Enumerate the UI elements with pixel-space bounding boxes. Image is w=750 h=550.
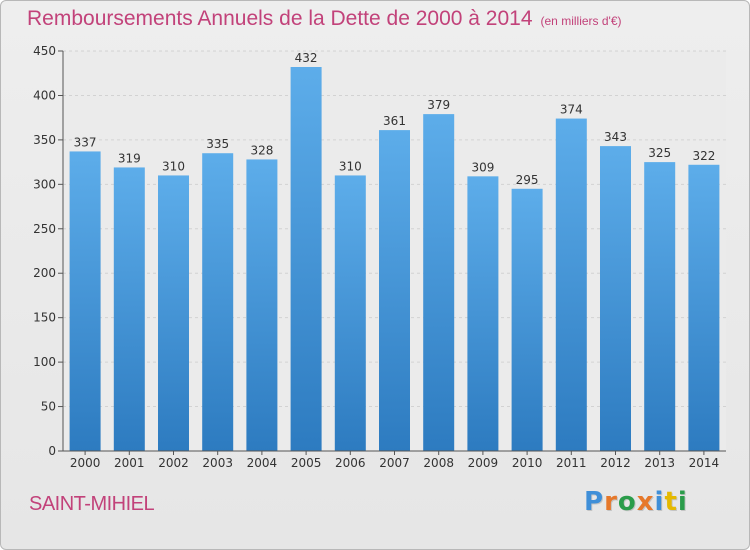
logo-letter: t [664, 487, 678, 517]
bar [467, 176, 499, 452]
bar [423, 114, 455, 451]
data-label: 374 [560, 103, 583, 117]
data-label: 337 [74, 135, 97, 149]
y-tick-label: 100 [33, 355, 56, 369]
y-tick-label: 200 [33, 266, 56, 280]
y-tick-label: 400 [33, 88, 56, 102]
data-labels: 337 319 310 335 328 432 310 361 379 309 295 374 343 3… [74, 51, 716, 187]
data-label: 309 [471, 160, 494, 174]
logo-letter: P [584, 487, 605, 517]
data-label: 319 [118, 151, 141, 165]
bars [69, 67, 720, 452]
place-name: SAINT-MIHIEL [29, 493, 155, 515]
y-tick-label: 50 [41, 400, 56, 414]
x-tick-label: 2007 [379, 456, 410, 470]
bar [246, 159, 278, 451]
data-label: 328 [250, 143, 273, 157]
chart-title: Remboursements Annuels de la Dette de 20… [27, 7, 622, 31]
bar [290, 67, 322, 451]
y-tick-label: 450 [33, 44, 56, 58]
x-tick-label: 2009 [468, 456, 499, 470]
bar [113, 167, 145, 451]
y-tick-label: 250 [33, 222, 56, 236]
x-tick-label: 2004 [247, 456, 278, 470]
chart-title-text: Remboursements Annuels de la Dette de 20… [27, 7, 533, 30]
data-label: 343 [604, 130, 627, 144]
bar [334, 175, 366, 451]
x-tick-label: 2012 [600, 456, 631, 470]
data-label: 379 [427, 98, 450, 112]
bar [644, 162, 676, 451]
logo-letter: o [617, 487, 637, 517]
data-label: 432 [295, 51, 318, 65]
data-label: 325 [648, 146, 671, 160]
y-tick-label: 300 [33, 177, 56, 191]
proxiti-logo[interactable]: Proxiti [584, 487, 688, 517]
x-tick-label: 2010 [512, 456, 543, 470]
data-label: 361 [383, 114, 406, 128]
y-tick-label: 350 [33, 133, 56, 147]
bar [600, 146, 631, 451]
x-tick-label: 2000 [70, 456, 101, 470]
bar [688, 164, 720, 451]
bar [379, 130, 410, 451]
logo-letter: i [654, 487, 665, 517]
x-tick-label: 2011 [556, 456, 587, 470]
chart-subtitle: (en milliers d'€) [540, 14, 622, 28]
x-tick-label: 2014 [689, 456, 720, 470]
x-tick-label: 2013 [644, 456, 675, 470]
x-tick-label: 2005 [291, 456, 322, 470]
logo-letter: i [677, 487, 688, 517]
x-tick-label: 2006 [335, 456, 366, 470]
bar [69, 151, 101, 451]
bar [511, 188, 543, 451]
bar [202, 153, 234, 451]
data-label: 310 [339, 159, 362, 173]
x-tick-label: 2001 [114, 456, 145, 470]
y-tick-label: 150 [33, 311, 56, 325]
logo-letter: r [604, 487, 618, 517]
data-label: 335 [206, 137, 229, 151]
bar [158, 175, 189, 451]
x-tick-label: 2003 [202, 456, 233, 470]
logo-letter: x [636, 487, 655, 517]
bar [555, 118, 587, 452]
data-label: 322 [692, 149, 715, 163]
x-tick-label: 2002 [158, 456, 189, 470]
data-label: 295 [516, 173, 539, 187]
y-tick-label: 0 [48, 444, 56, 458]
x-tick-label: 2008 [423, 456, 454, 470]
data-label: 310 [162, 159, 185, 173]
axes: 0 50 100 150 200 250 300 350 400 450 2000 2001 2002 2… [33, 44, 726, 470]
